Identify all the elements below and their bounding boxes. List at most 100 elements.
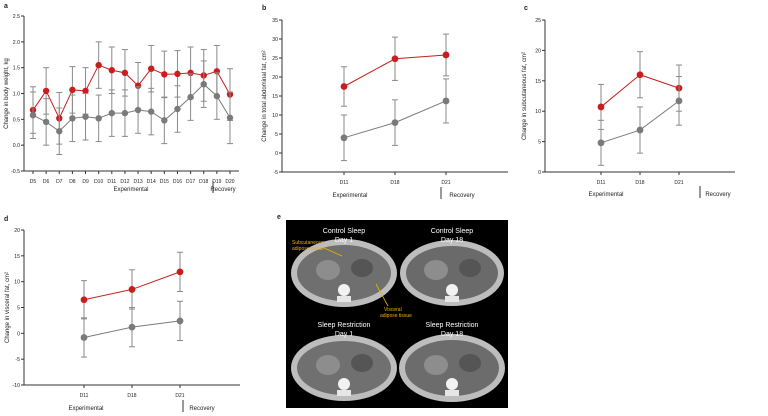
annotation-visceral-arrow bbox=[375, 283, 389, 307]
data-point bbox=[148, 65, 155, 72]
group-label-recovery: Recovery bbox=[705, 192, 730, 198]
data-point bbox=[148, 108, 155, 115]
x-tick-label: D18 bbox=[390, 180, 399, 186]
series-line bbox=[32, 83, 231, 132]
data-point bbox=[69, 86, 76, 94]
data-point bbox=[161, 71, 168, 78]
x-tick-label: D21 bbox=[175, 393, 184, 399]
data-point bbox=[340, 83, 348, 90]
y-tick-label: 25 bbox=[535, 18, 541, 24]
y-tick-label: 25 bbox=[272, 56, 278, 62]
y-tick-label: 20 bbox=[272, 75, 278, 81]
y-axis-label: Change in body weight, kg bbox=[4, 58, 10, 129]
y-tick-label: 30 bbox=[272, 37, 278, 43]
y-tick-label: 2.0 bbox=[13, 40, 20, 46]
y-tick-label: 15 bbox=[272, 94, 278, 100]
group-label-recovery: Recovery bbox=[210, 187, 235, 193]
y-tick-label: -5 bbox=[273, 170, 278, 176]
panel-d-label: d bbox=[4, 216, 8, 223]
data-point bbox=[121, 69, 129, 77]
data-point bbox=[108, 67, 116, 74]
y-tick-label: 5 bbox=[17, 306, 20, 312]
y-tick-label: 2.5 bbox=[13, 14, 20, 20]
data-point bbox=[597, 103, 605, 111]
y-tick-label: -0.5 bbox=[11, 169, 20, 175]
data-point bbox=[95, 115, 102, 122]
data-point bbox=[391, 119, 399, 126]
data-point bbox=[675, 97, 683, 105]
scan-title-2a: Control Sleep bbox=[431, 228, 474, 235]
data-point bbox=[636, 126, 644, 134]
y-tick-label: 15 bbox=[14, 254, 20, 260]
data-point bbox=[161, 117, 168, 124]
y-tick-label: 0.5 bbox=[13, 117, 20, 123]
series-control-sleep bbox=[597, 76, 683, 166]
scan-title-1a: Control Sleep bbox=[323, 228, 366, 235]
data-point bbox=[174, 70, 181, 78]
annotation-subcutaneous-line1: Subcutaneous bbox=[292, 240, 324, 246]
y-axis-label: Change in total abdominal fat, cm² bbox=[262, 50, 268, 141]
y-tick-label: 10 bbox=[272, 113, 278, 119]
data-point bbox=[80, 334, 88, 341]
y-tick-label: 20 bbox=[14, 228, 20, 234]
data-point bbox=[174, 105, 181, 113]
x-tick-label: D21 bbox=[674, 180, 683, 186]
series-control-sleep bbox=[29, 60, 234, 155]
data-point bbox=[597, 139, 605, 147]
panel-b: b -5 0 5 10 15 20 25 30 35 Change in total abdomin… bbox=[262, 5, 508, 199]
data-point bbox=[82, 113, 89, 120]
x-tick-label: D18 bbox=[635, 180, 644, 186]
data-point bbox=[69, 115, 76, 122]
y-tick-label: 0 bbox=[17, 331, 20, 337]
data-point bbox=[134, 106, 142, 114]
y-tick-label: 10 bbox=[14, 280, 20, 286]
data-point bbox=[128, 286, 136, 293]
data-point bbox=[134, 82, 142, 89]
scan-title-4b: Day 18 bbox=[441, 331, 463, 338]
y-axis-label: Change in subcutaneous fat, cm² bbox=[522, 52, 528, 140]
y-tick-label: 5 bbox=[538, 140, 541, 146]
panel-d: d -10 -5 0 5 10 15 20 Change in visceral fat, cm… bbox=[4, 216, 240, 412]
x-tick-label: D14 bbox=[147, 179, 156, 185]
y-tick-label: 1.5 bbox=[13, 66, 20, 72]
scan-title-4a: Sleep Restriction bbox=[426, 322, 479, 329]
group-label-recovery: Recovery bbox=[449, 193, 474, 199]
x-tick-label: D11 bbox=[340, 180, 349, 186]
ct-scan-control-day1 bbox=[291, 239, 397, 307]
y-tick-label: 15 bbox=[535, 79, 541, 85]
y-tick-label: 1.0 bbox=[13, 92, 20, 98]
panel-c: c 0 5 10 15 20 25 Change in subcutaneous fat, c… bbox=[522, 5, 735, 198]
scan-title-2b: Day 18 bbox=[441, 237, 463, 244]
scan-title-3a: Sleep Restriction bbox=[318, 322, 371, 329]
x-tick-label: D20 bbox=[225, 179, 234, 185]
x-tick-label: D18 bbox=[199, 179, 208, 185]
series-line bbox=[32, 64, 231, 120]
series-control-sleep bbox=[340, 78, 450, 162]
data-point bbox=[176, 317, 184, 325]
data-point bbox=[226, 114, 234, 121]
data-point bbox=[391, 55, 399, 63]
y-tick-label: 20 bbox=[535, 48, 541, 54]
data-point bbox=[42, 87, 50, 95]
group-label-experimental: Experimental bbox=[332, 193, 367, 199]
ct-scan-control-day18 bbox=[400, 240, 504, 306]
x-tick-label: D21 bbox=[441, 180, 450, 186]
y-tick-label: -5 bbox=[15, 357, 20, 363]
x-tick-label: D12 bbox=[120, 179, 129, 185]
data-point bbox=[187, 69, 194, 77]
data-point bbox=[29, 112, 37, 119]
data-point bbox=[128, 323, 136, 331]
data-point bbox=[636, 71, 644, 79]
annotation-visceral-line1: Visceral bbox=[384, 307, 402, 313]
x-tick-label: D15 bbox=[160, 179, 169, 185]
x-tick-label: D9 bbox=[82, 179, 89, 185]
data-point bbox=[82, 87, 89, 95]
scan-title-1b: Day 1 bbox=[335, 237, 353, 244]
x-tick-label: D13 bbox=[133, 179, 142, 185]
scan-title-3b: Day 1 bbox=[335, 331, 353, 338]
y-tick-label: 10 bbox=[535, 109, 541, 115]
annotation-subcutaneous-line2: adipose tissue bbox=[292, 246, 324, 252]
panel-e-label: e bbox=[277, 214, 281, 221]
x-tick-label: D8 bbox=[69, 179, 76, 185]
